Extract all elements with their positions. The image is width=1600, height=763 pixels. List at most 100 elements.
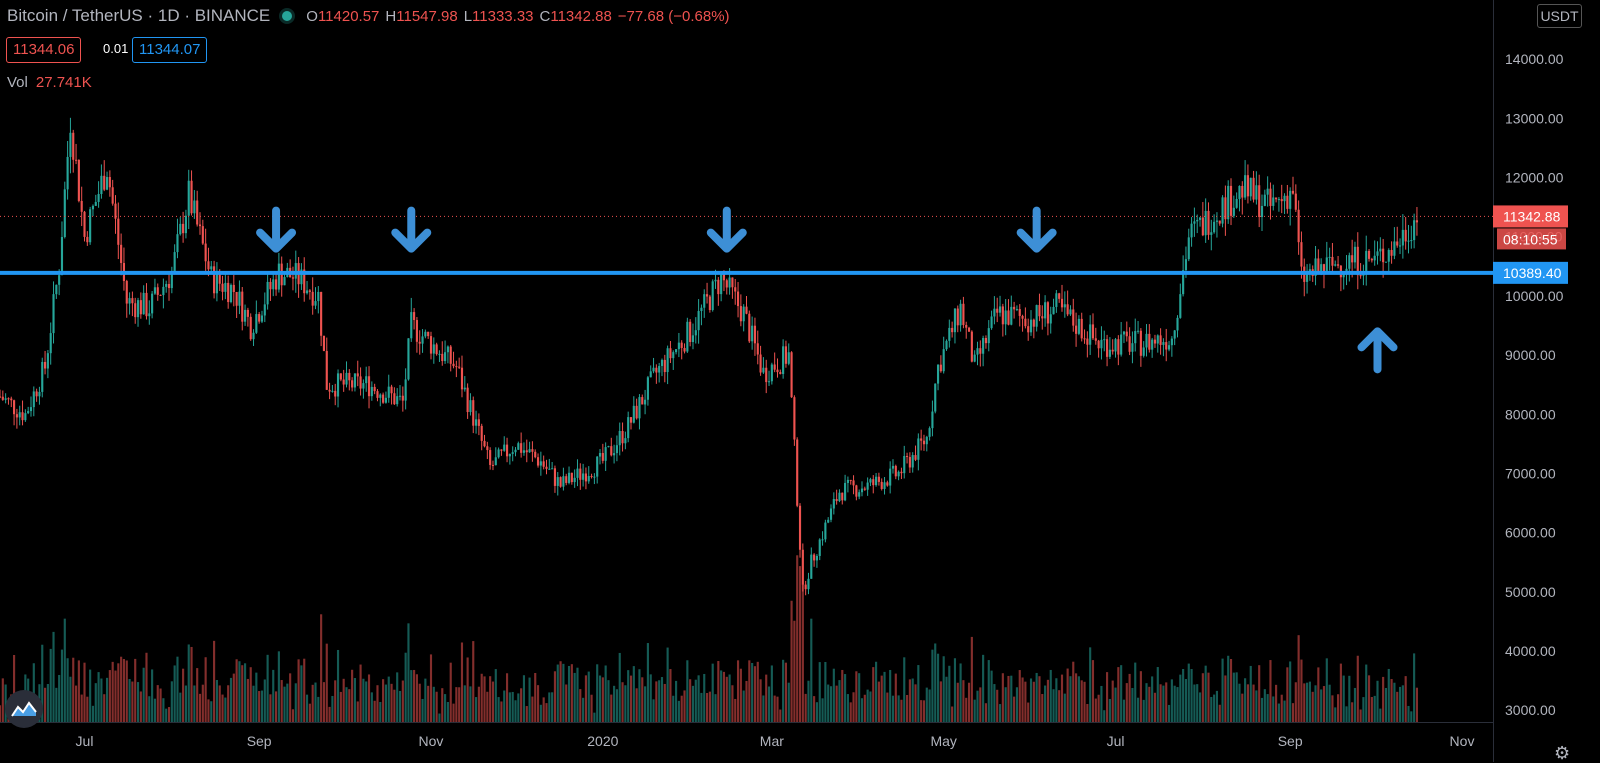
candle-body <box>1213 221 1216 233</box>
volume-bar <box>213 640 216 722</box>
candle-body <box>900 471 903 474</box>
countdown-label: 08:10:55 <box>1503 231 1558 247</box>
volume-bar <box>615 689 618 722</box>
volume-bar <box>1170 679 1173 722</box>
volume-bar <box>852 692 855 722</box>
candle-body <box>663 359 666 373</box>
volume-bar <box>1407 705 1410 722</box>
volume-bar <box>877 681 880 722</box>
candle-body <box>1255 185 1258 200</box>
volume-bar <box>635 688 638 722</box>
volume-bar <box>807 680 810 722</box>
volume-bar <box>821 698 824 722</box>
volume-bar <box>536 685 540 722</box>
candle-body <box>1396 241 1399 246</box>
low-value: 11333.33 <box>472 8 534 25</box>
volume-bar <box>996 689 999 722</box>
volume-bar <box>421 698 424 722</box>
volume-bar <box>66 658 69 722</box>
volume-bar <box>939 681 942 722</box>
candle-body <box>590 476 593 478</box>
volume-bar <box>190 646 193 722</box>
candle-body <box>15 414 18 418</box>
volume-bar <box>598 675 602 722</box>
volume-bar <box>291 709 295 722</box>
candle-body <box>553 468 557 486</box>
candle-body <box>872 479 875 486</box>
volume-bar <box>415 674 418 722</box>
candle-body <box>4 398 7 400</box>
sell-button[interactable]: 11344.06 <box>6 37 82 63</box>
candle-body <box>1252 177 1255 200</box>
volume-bar <box>824 661 827 722</box>
arrow-down-annotation <box>391 206 432 253</box>
volume-bar <box>776 696 779 722</box>
candle-body <box>303 269 306 294</box>
candle-body <box>889 468 892 486</box>
candle-body <box>305 290 309 294</box>
volume-bar <box>511 691 514 722</box>
volume-bar <box>784 662 788 722</box>
volume-bar <box>711 663 714 722</box>
volume-bar <box>815 702 818 722</box>
volume-bar <box>46 684 49 722</box>
candle-body <box>841 492 844 501</box>
candle-body <box>398 395 402 397</box>
volume-bar <box>1156 667 1159 722</box>
volume-bar <box>1125 683 1128 722</box>
candle-body <box>883 482 886 489</box>
candle-body <box>1379 248 1382 252</box>
symbol-title[interactable]: Bitcoin / TetherUS · 1D · BINANCE <box>7 6 271 25</box>
volume-bar <box>801 584 804 722</box>
volume-bar <box>731 685 734 722</box>
volume-bar <box>74 685 78 722</box>
candle-body <box>551 468 554 470</box>
candle-body <box>55 284 58 295</box>
volume-bar <box>418 683 421 722</box>
gear-icon[interactable]: ⚙ <box>1554 743 1571 763</box>
candle-body <box>156 287 159 295</box>
volume-bar <box>153 698 157 722</box>
buy-button[interactable]: 11344.07 <box>132 37 208 63</box>
volume-bar <box>1 678 4 722</box>
candle-body <box>370 386 373 397</box>
candle-body <box>1027 326 1030 333</box>
volume-bar <box>1277 703 1280 722</box>
candle-body <box>291 277 295 279</box>
volume-bar <box>331 695 334 722</box>
volume-bar <box>255 672 258 722</box>
candle-body <box>390 386 393 394</box>
volume-bar <box>1187 663 1190 722</box>
volume-bar <box>103 694 106 722</box>
tradingview-cloud-icon[interactable] <box>5 690 43 728</box>
volume-bar <box>398 690 402 722</box>
volume-bar <box>1241 693 1244 722</box>
currency-button[interactable]: USDT <box>1537 4 1582 28</box>
candle-body <box>925 436 928 445</box>
volume-legend: Vol 27.741K <box>7 74 92 91</box>
volume-bar <box>173 665 176 722</box>
volume-bar <box>1190 669 1193 722</box>
volume-bar <box>1207 672 1210 722</box>
volume-bar <box>787 682 790 722</box>
volume-bar <box>1351 702 1354 722</box>
volume-bar <box>294 683 297 722</box>
volume-bar <box>167 707 171 722</box>
candle-body <box>1353 246 1357 263</box>
candle-body <box>1204 210 1207 236</box>
volume-bar <box>1052 689 1055 722</box>
low-label: L <box>463 8 473 25</box>
volume-bar <box>920 700 923 722</box>
volume-bar <box>1024 681 1027 722</box>
candle-body <box>824 522 827 540</box>
volume-bar <box>497 697 500 722</box>
volume-bar <box>384 684 387 722</box>
candle-body <box>703 294 706 308</box>
volume-bar <box>722 671 726 722</box>
volume-bar <box>1362 697 1365 722</box>
candle-body <box>1198 217 1202 220</box>
volume-bar <box>1173 685 1176 722</box>
candle-body <box>908 457 911 468</box>
candle-body <box>38 391 41 397</box>
